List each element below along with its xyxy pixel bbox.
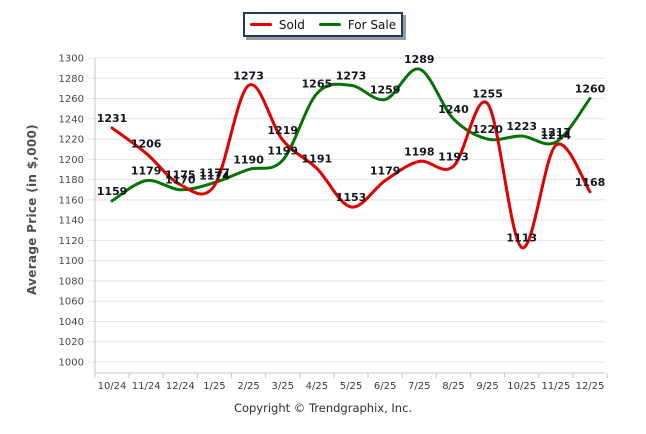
y-tick-label-1000: 1000 xyxy=(59,358,84,369)
data-label-for-sale-9/25: 1220 xyxy=(472,123,503,136)
data-label-for-sale-11/24: 1179 xyxy=(131,165,162,178)
x-tick-label-12/24: 12/24 xyxy=(166,381,195,392)
data-label-for-sale-1/25: 1177 xyxy=(199,167,230,180)
x-tick-label-11/24: 11/24 xyxy=(132,381,161,392)
legend-label-for-sale: For Sale xyxy=(347,17,397,32)
data-label-sold-3/25: 1219 xyxy=(267,124,298,137)
y-axis-title: Average Price (in $,000) xyxy=(25,124,39,296)
legend: Sold For Sale xyxy=(243,12,403,37)
x-tick-label-5/25: 5/25 xyxy=(340,381,362,392)
data-label-sold-11/24: 1206 xyxy=(131,137,162,150)
y-tick-label-1040: 1040 xyxy=(59,317,84,328)
x-tick-label-12/25: 12/25 xyxy=(576,381,605,392)
y-tick-label-1220: 1220 xyxy=(59,135,84,146)
data-label-for-sale-5/25: 1273 xyxy=(336,69,367,82)
data-label-for-sale-11/25: 1217 xyxy=(541,126,572,139)
data-label-for-sale-7/25: 1289 xyxy=(404,53,435,66)
data-label-for-sale-6/25: 1259 xyxy=(370,84,401,97)
data-label-for-sale-4/25: 1265 xyxy=(302,77,333,90)
data-label-sold-1/25: 1174 xyxy=(199,170,230,183)
y-tick-label-1300: 1300 xyxy=(59,54,84,65)
y-tick-label-1080: 1080 xyxy=(59,276,84,287)
x-tick-label-3/25: 3/25 xyxy=(271,381,293,392)
data-label-for-sale-12/24: 1170 xyxy=(165,174,196,187)
y-tick-label-1140: 1140 xyxy=(59,216,84,227)
data-label-sold-12/24: 1175 xyxy=(165,169,196,182)
legend-label-sold: Sold xyxy=(278,17,305,32)
x-tick-label-10/25: 10/25 xyxy=(507,381,536,392)
y-tick-label-1160: 1160 xyxy=(59,195,84,206)
data-label-sold-12/25: 1168 xyxy=(575,176,606,189)
x-tick-label-8/25: 8/25 xyxy=(442,381,464,392)
data-label-for-sale-2/25: 1190 xyxy=(233,153,264,166)
data-label-for-sale-10/25: 1223 xyxy=(506,120,537,133)
data-label-sold-6/25: 1179 xyxy=(370,165,401,178)
data-label-sold-10/24: 1231 xyxy=(97,112,128,125)
copyright-text: Copyright © Trendgraphix, Inc. xyxy=(233,401,413,415)
sold-line-swatch xyxy=(249,23,272,26)
x-tick-label-1/25: 1/25 xyxy=(203,381,225,392)
y-tick-label-1180: 1180 xyxy=(59,175,84,186)
x-tick-label-9/25: 9/25 xyxy=(476,381,498,392)
data-label-sold-7/25: 1198 xyxy=(404,145,435,158)
data-label-sold-9/25: 1255 xyxy=(472,88,503,101)
legend-item-for-sale[interactable]: For Sale xyxy=(318,17,397,32)
series-line-sold[interactable] xyxy=(110,83,592,250)
y-tick-label-1240: 1240 xyxy=(59,114,84,125)
series-line-for-sale[interactable] xyxy=(110,67,592,203)
data-label-for-sale-12/25: 1260 xyxy=(575,83,606,96)
legend-item-sold[interactable]: Sold xyxy=(249,17,305,32)
data-label-sold-5/25: 1153 xyxy=(336,191,367,204)
y-tick-label-1020: 1020 xyxy=(59,337,84,348)
data-label-sold-2/25: 1273 xyxy=(233,69,264,82)
y-tick-label-1060: 1060 xyxy=(59,297,84,308)
x-tick-label-4/25: 4/25 xyxy=(306,381,328,392)
x-tick-label-6/25: 6/25 xyxy=(374,381,396,392)
x-tick-label-11/25: 11/25 xyxy=(541,381,570,392)
data-label-for-sale-8/25: 1240 xyxy=(438,103,469,116)
data-label-sold-4/25: 1191 xyxy=(302,152,333,165)
y-tick-label-1200: 1200 xyxy=(59,155,84,166)
for-sale-line-swatch xyxy=(318,23,341,26)
data-label-sold-8/25: 1193 xyxy=(438,150,469,163)
data-label-for-sale-3/25: 1199 xyxy=(267,144,298,157)
x-tick-label-7/25: 7/25 xyxy=(408,381,430,392)
y-tick-label-1280: 1280 xyxy=(59,74,84,85)
y-tick-label-1260: 1260 xyxy=(59,94,84,105)
y-tick-label-1120: 1120 xyxy=(59,236,84,247)
data-label-for-sale-10/24: 1159 xyxy=(97,185,128,198)
x-tick-label-2/25: 2/25 xyxy=(237,381,259,392)
data-label-sold-10/25: 1113 xyxy=(506,231,537,244)
y-tick-label-1100: 1100 xyxy=(59,256,84,267)
x-tick-label-10/24: 10/24 xyxy=(98,381,127,392)
data-label-sold-11/25: 1214 xyxy=(541,129,572,142)
